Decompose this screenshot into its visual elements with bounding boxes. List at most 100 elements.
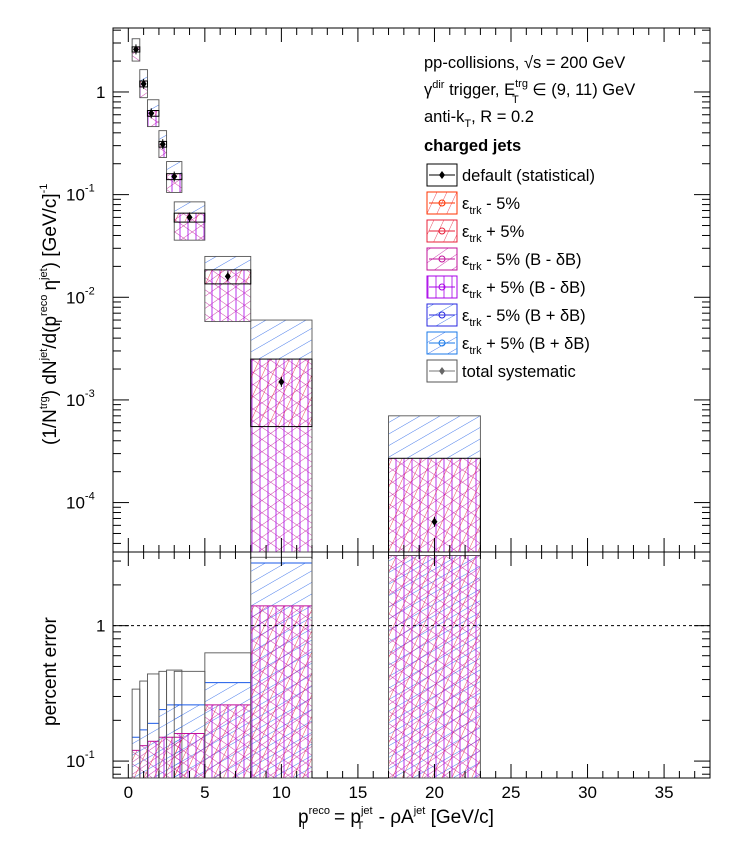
legend-label-tail-5: - 5% (B + δB) xyxy=(482,307,586,325)
top-y-tick-exp-2: -2 xyxy=(85,285,95,297)
x-tick-label-7: 35 xyxy=(655,783,674,802)
legend-marker-4 xyxy=(438,283,446,291)
bottom-y-axis-title: percent error xyxy=(40,617,61,726)
x-axis-title: preco T = pjet T - ρAjet [GeV/c] xyxy=(298,805,494,832)
pct-band-red-6 xyxy=(204,704,251,778)
legend-marker-5 xyxy=(438,311,446,319)
sys-band-upper-7 xyxy=(250,320,312,360)
total-sys-box-6 xyxy=(204,255,252,323)
legend-entry-1: εtrk - 5% xyxy=(426,191,520,217)
legend-swatch-box-0 xyxy=(426,163,458,187)
x-tick-label-3: 15 xyxy=(348,783,367,802)
x-tick-label-2: 10 xyxy=(272,783,291,802)
desc-line4: charged jets xyxy=(424,137,521,155)
legend-label-main-4: ε xyxy=(462,279,470,297)
pct-band-red-2 xyxy=(147,741,159,778)
legend-marker-7 xyxy=(439,367,445,375)
legend-marker-1 xyxy=(438,199,446,207)
legend-entry-7: total systematic xyxy=(426,359,576,383)
sys-band-upper-6 xyxy=(204,256,251,270)
legend-label-sub-3: trk xyxy=(469,261,482,273)
description-block: pp-collisions, √s = 200 GeV γdir trigger… xyxy=(424,54,635,155)
x-tick-label-6: 30 xyxy=(578,783,597,802)
sys-band-red-7 xyxy=(250,359,312,427)
sys-band-vio-2 xyxy=(147,110,159,127)
legend-label-2: εtrk + 5% xyxy=(462,223,525,245)
legend-marker-6 xyxy=(438,339,446,347)
legend-label-main-0: default (statistical) xyxy=(462,167,595,185)
legend-label-main-6: ε xyxy=(462,335,470,353)
x-tick-label-1: 5 xyxy=(200,783,209,802)
legend-label-0: default (statistical) xyxy=(462,167,595,185)
bot-y-tick-label-0: 10-1 xyxy=(66,749,95,771)
legend-marker-3 xyxy=(438,255,446,263)
legend-label-tail-6: + 5% (B + δB) xyxy=(482,335,590,353)
legend-label-6: εtrk + 5% (B + δB) xyxy=(462,335,590,357)
axes: 0 5 10 15 20 25 30 35 10-4 10-3 10-2 10-1 1 10-1 1 xyxy=(66,28,710,802)
legend-swatch-box-6 xyxy=(426,331,458,355)
pct-band-red-0 xyxy=(132,750,140,778)
top-y-tick-label-4: 1 xyxy=(96,83,105,102)
legend-label-sub-2: trk xyxy=(469,233,482,245)
stat-box-6 xyxy=(204,269,252,285)
desc-line1: pp-collisions, √s = 200 GeV xyxy=(424,54,625,72)
sys-band-vio-3 xyxy=(158,141,167,158)
legend-label-tail-1: - 5% xyxy=(482,195,521,213)
legend-label-main-3: ε xyxy=(462,251,470,269)
sys-band-red-8 xyxy=(388,458,481,552)
x-tick-label-4: 20 xyxy=(425,783,444,802)
stat-box-7 xyxy=(250,358,313,428)
legend-label-sub-5: trk xyxy=(469,317,482,329)
legend-swatch-box-4 xyxy=(426,275,458,299)
legend-entry-5: εtrk - 5% (B + δB) xyxy=(426,303,586,329)
sys-band-upper-3 xyxy=(158,130,167,142)
x-tick-label-5: 25 xyxy=(502,783,521,802)
top-y-axis-title: (1/Ntrg) dNjet/d(precoT ηjet) [GeV/c]-1 xyxy=(38,184,65,445)
legend-label-1: εtrk - 5% xyxy=(462,195,520,217)
x-tick-label-0: 0 xyxy=(124,783,133,802)
legend-label-sub-1: trk xyxy=(469,205,482,217)
legend-swatch-box-1 xyxy=(426,191,458,215)
pct-band-red-7 xyxy=(250,605,312,778)
legend-marker-2 xyxy=(438,227,446,235)
top-y-tick-label-2: 10-2 xyxy=(66,285,95,307)
top-y-tick-label-1: 10-3 xyxy=(66,388,95,410)
top-y-tick-exp-0: -4 xyxy=(85,491,95,503)
sys-band-upper-4 xyxy=(166,161,182,174)
sys-band-upper-5 xyxy=(174,201,205,214)
bottom-panel-content xyxy=(113,554,710,779)
sys-band-upper-8 xyxy=(388,415,481,459)
legend-label-main-2: ε xyxy=(462,223,470,241)
legend-label-sub-4: trk xyxy=(469,289,482,301)
legend-label-3: εtrk - 5% (B - δB) xyxy=(462,251,582,273)
sys-band-upper-0 xyxy=(132,38,140,47)
legend-label-tail-3: - 5% (B - δB) xyxy=(482,251,582,269)
legend-entry-3: εtrk - 5% (B - δB) xyxy=(426,247,582,273)
legend: default (statistical)εtrk - 5%εtrk + 5%ε… xyxy=(426,163,595,383)
pct-band-red-5 xyxy=(174,733,205,778)
top-y-tick-label-0: 10-4 xyxy=(66,491,95,513)
stat-box-2 xyxy=(146,110,160,117)
legend-label-4: εtrk + 5% (B - δB) xyxy=(462,279,586,301)
pct-band-red-1 xyxy=(139,745,148,778)
sys-band-upper-2 xyxy=(147,99,159,111)
top-y-tick-label-3: 10-1 xyxy=(66,183,95,205)
bot-y-tick-label-1: 1 xyxy=(96,617,105,636)
sys-band-vio-1 xyxy=(139,80,148,98)
legend-label-main-5: ε xyxy=(462,307,470,325)
sys-band-upper-1 xyxy=(139,69,148,81)
bot-y-tick-exp-0: -1 xyxy=(85,749,95,761)
legend-entry-0: default (statistical) xyxy=(426,163,595,187)
legend-entry-2: εtrk + 5% xyxy=(426,219,525,245)
legend-label-tail-2: + 5% xyxy=(482,223,525,241)
top-y-tick-exp-1: -3 xyxy=(85,388,95,400)
legend-label-main-7: total systematic xyxy=(462,363,576,381)
top-panel-content xyxy=(131,38,481,553)
desc-line2: γdir trigger, Etrg T ∈ (9, 11) GeV xyxy=(424,78,635,106)
desc-line3: anti-kT, R = 0.2 xyxy=(424,108,534,130)
pct-band-red-8 xyxy=(388,555,481,778)
legend-swatch-box-2 xyxy=(426,219,458,243)
pct-band-red-3 xyxy=(158,737,167,778)
